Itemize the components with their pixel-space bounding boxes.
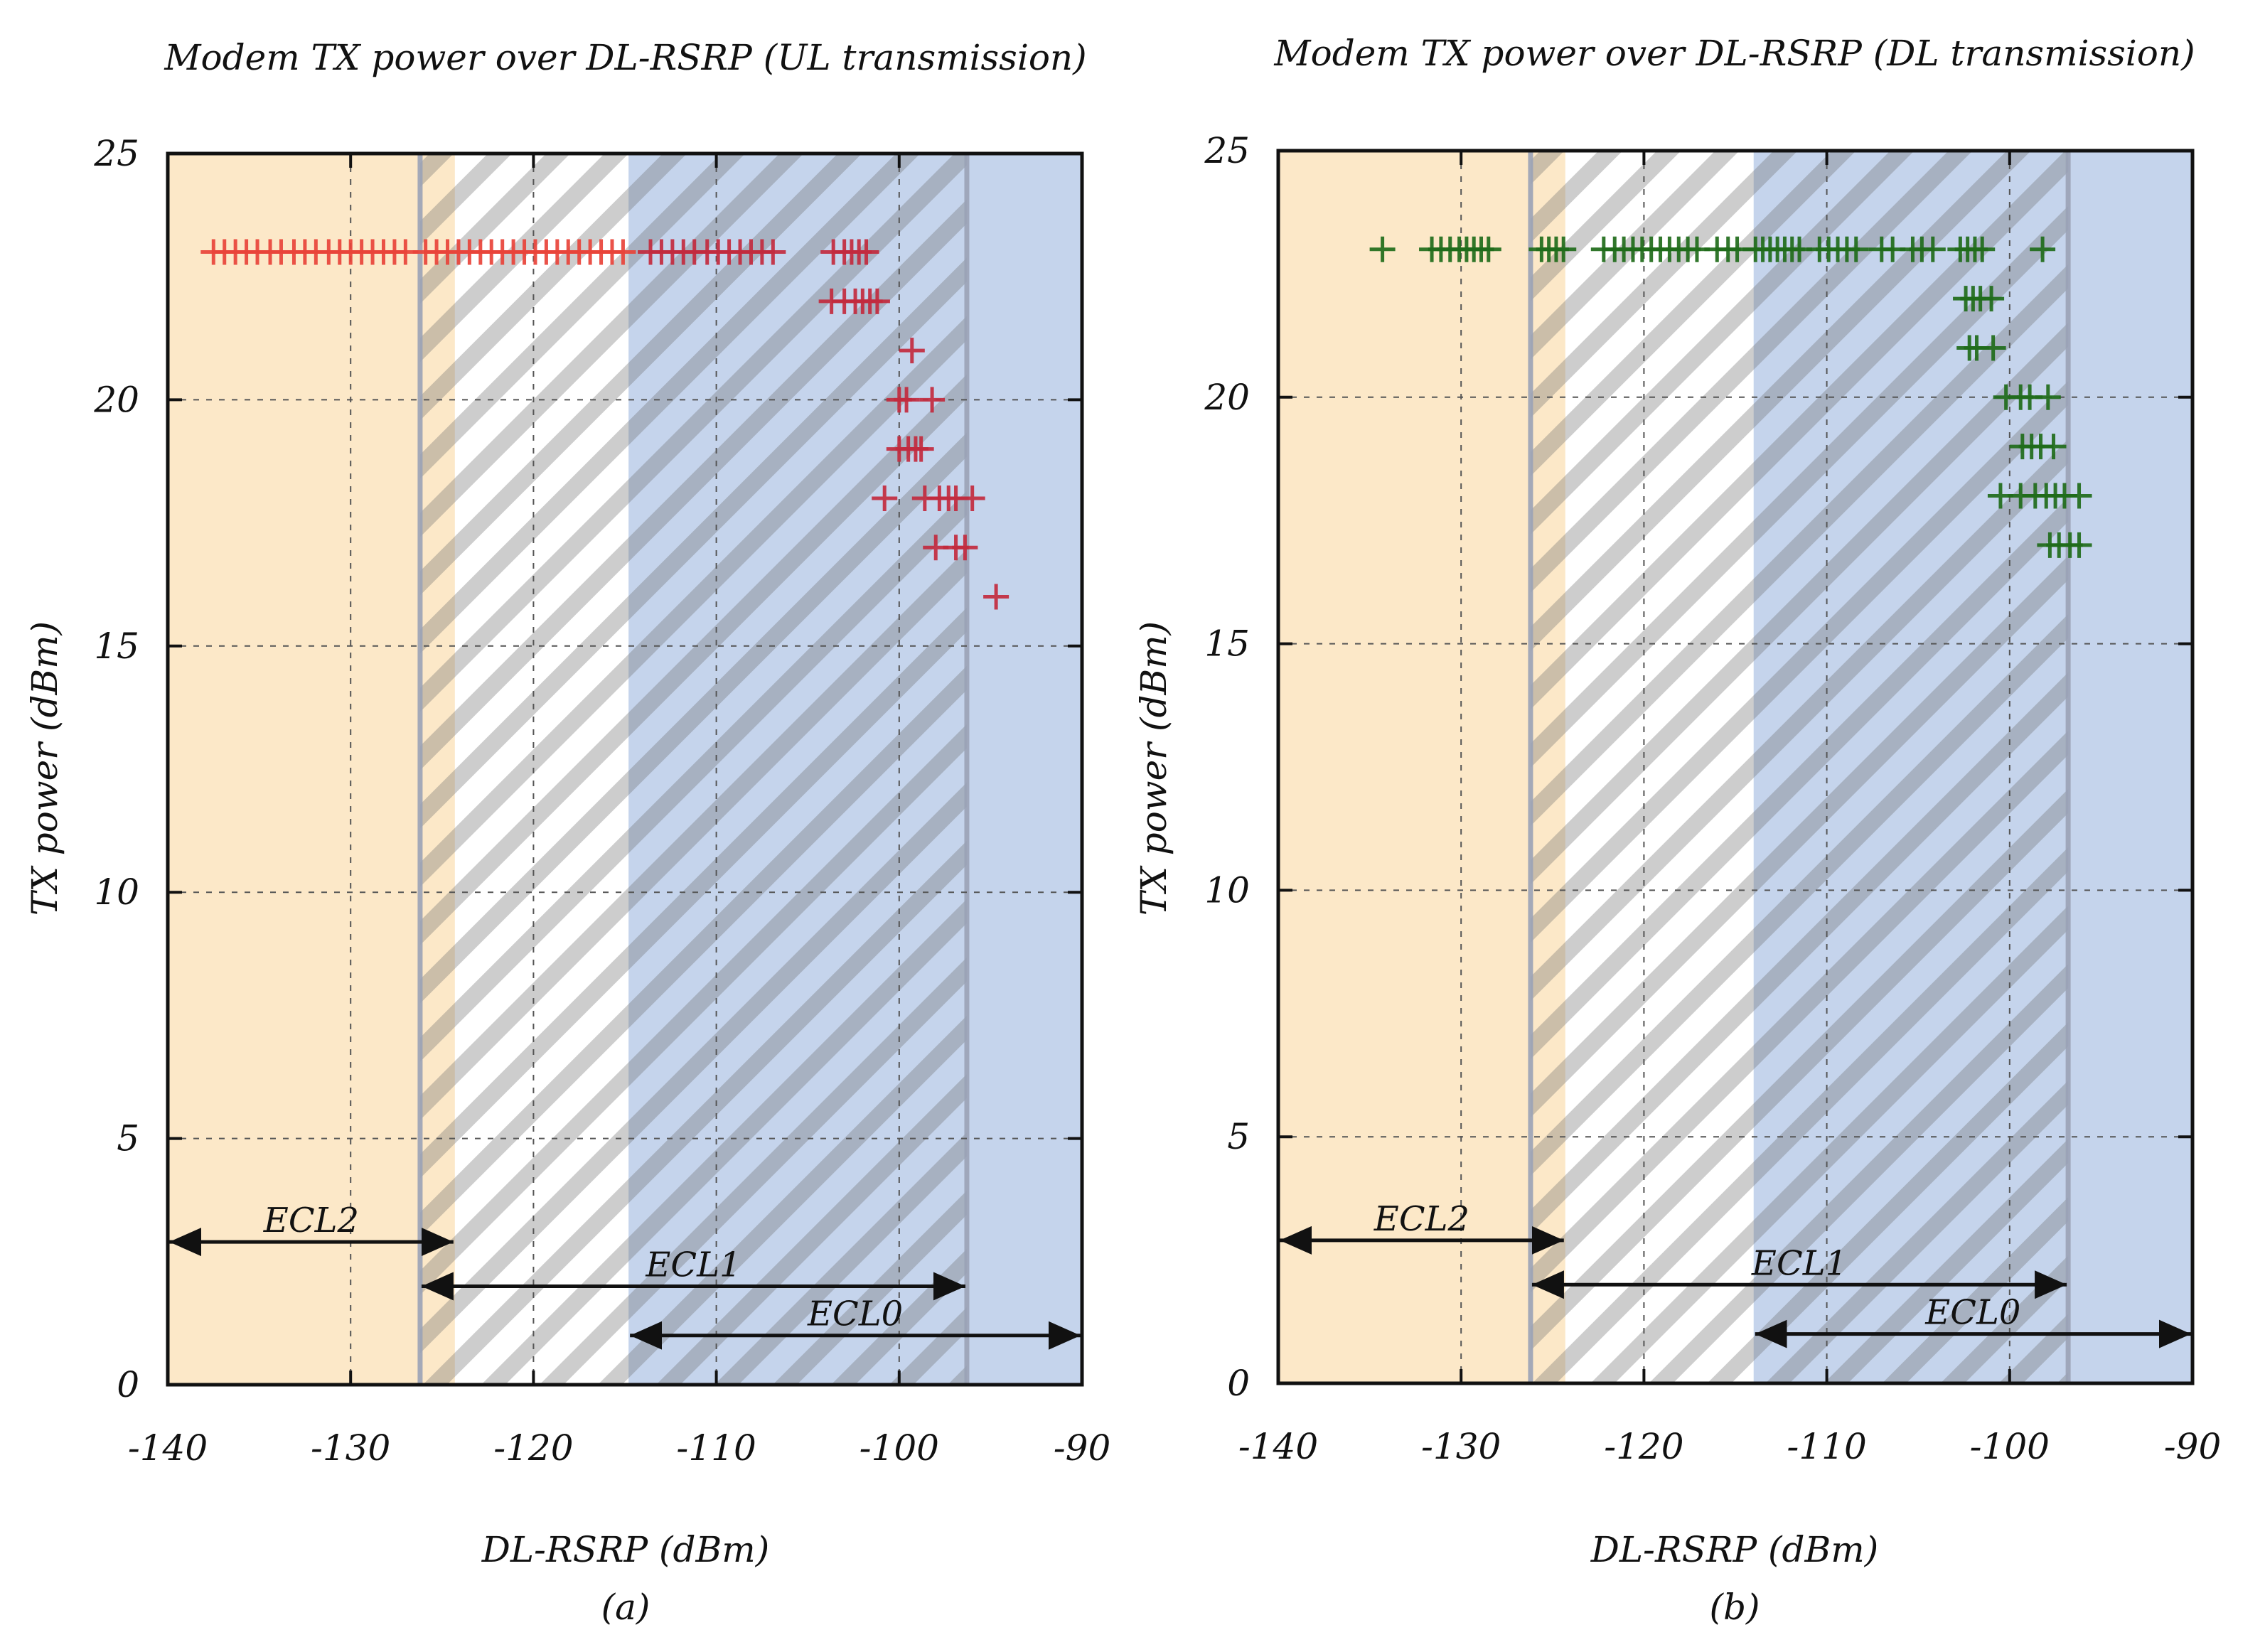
x-tick-label: -130	[1421, 1426, 1501, 1467]
x-tick-label: -90	[1054, 1427, 1111, 1469]
ecl-range-label: ECL2	[1374, 1199, 1469, 1239]
ecl-region-ecl1-hatch	[1531, 151, 2068, 1383]
ecl-range-label: ECL0	[807, 1294, 903, 1334]
x-axis-label: DL-RSRP (dBm)	[1590, 1529, 1878, 1570]
y-tick-label: 10	[94, 871, 139, 913]
y-axis-label: TX power (dBm)	[1133, 621, 1174, 916]
y-tick-label: 25	[93, 133, 139, 174]
x-tick-label: -130	[311, 1427, 390, 1469]
chart-title: Modem TX power over DL-RSRP (UL transmis…	[164, 37, 1086, 78]
y-tick-label: 20	[93, 379, 139, 420]
x-tick-label: -90	[2164, 1426, 2222, 1467]
y-tick-label: 15	[94, 626, 139, 667]
x-tick-label: -140	[1238, 1426, 1318, 1467]
y-tick-label: 5	[1227, 1116, 1250, 1157]
ecl-range-label: ECL1	[1751, 1243, 1847, 1283]
y-tick-label: 20	[1204, 377, 1250, 418]
y-tick-label: 0	[117, 1364, 139, 1405]
chart-title: Modem TX power over DL-RSRP (DL transmis…	[1273, 33, 2195, 74]
y-tick-label: 0	[1227, 1363, 1250, 1404]
ecl-range-label: ECL0	[1924, 1293, 2020, 1333]
x-tick-label: -110	[1787, 1426, 1866, 1467]
ecl-range-label: ECL2	[263, 1201, 359, 1240]
figure-caption: (a)	[601, 1587, 650, 1628]
x-tick-label: -140	[128, 1427, 208, 1469]
x-tick-label: -100	[1970, 1426, 2050, 1467]
figure-canvas: -140 -130 -120 -110 -100 -90 0 5 10 15 20 25 ECL2 EC…	[0, 0, 2265, 1652]
x-tick-label: -120	[1604, 1426, 1683, 1467]
chart-panel-a: -140 -130 -120 -110 -100 -90 0 5 10 15 20 25 ECL2 EC…	[24, 37, 1110, 1628]
x-tick-label: -120	[493, 1427, 573, 1469]
chart-panel-b: -140 -130 -120 -110 -100 -90 0 5 10 15 20 25 ECL2 EC…	[1133, 33, 2221, 1628]
y-tick-label: 5	[117, 1118, 139, 1159]
y-tick-label: 15	[1204, 623, 1250, 665]
ecl-region-ecl1-hatch	[420, 154, 967, 1385]
y-axis-label: TX power (dBm)	[24, 621, 65, 916]
figure-caption: (b)	[1709, 1587, 1760, 1628]
x-tick-label: -100	[860, 1427, 939, 1469]
x-tick-label: -110	[676, 1427, 756, 1469]
y-tick-label: 25	[1204, 130, 1250, 171]
x-axis-label: DL-RSRP (dBm)	[481, 1529, 769, 1570]
ecl-range-label: ECL1	[645, 1245, 741, 1284]
y-tick-label: 10	[1204, 869, 1250, 911]
